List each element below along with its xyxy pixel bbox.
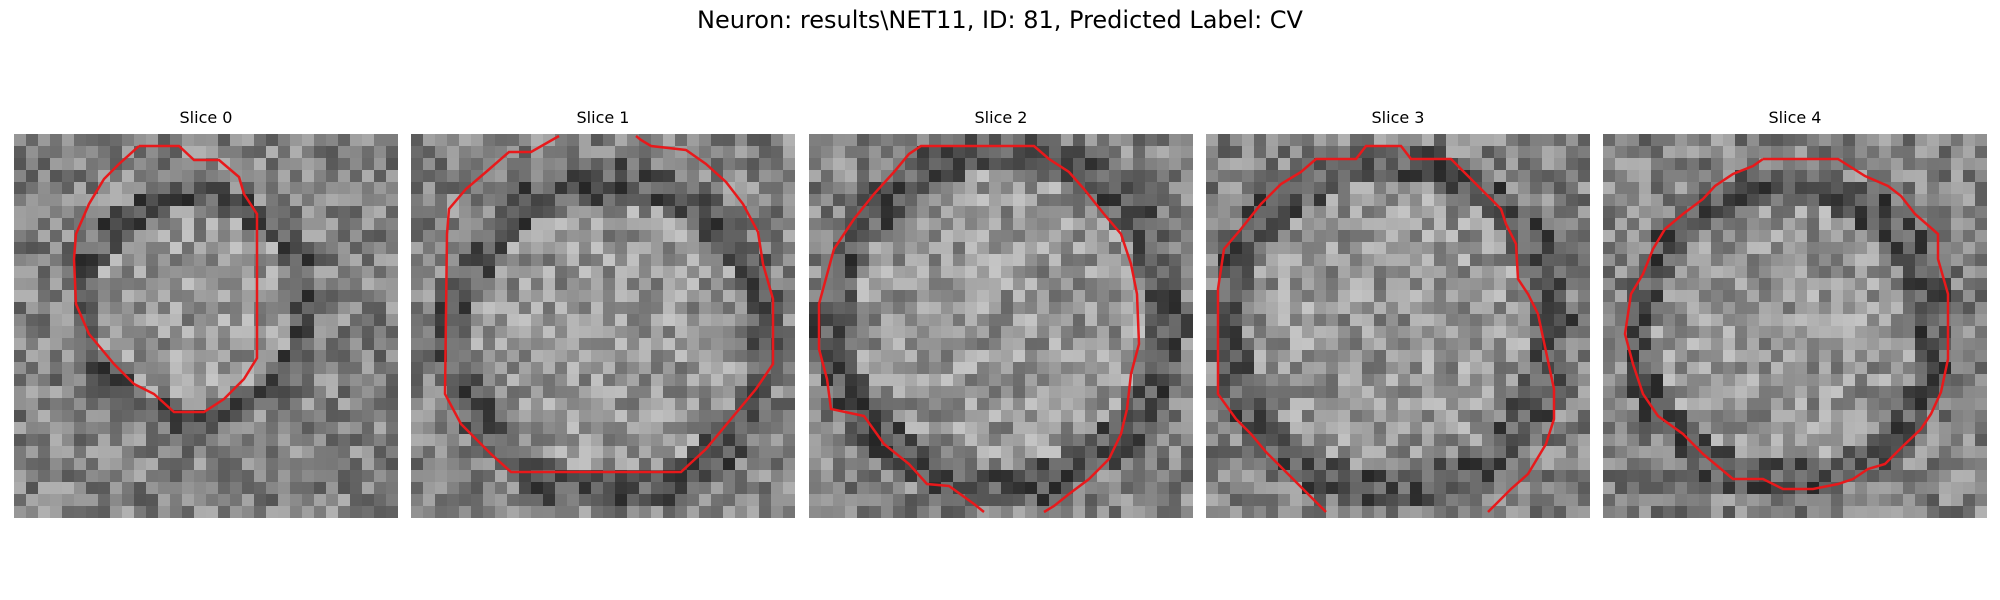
slice-image: [411, 134, 795, 518]
slice-image: [1206, 134, 1590, 518]
slice-title: Slice 3: [1371, 108, 1425, 127]
grayscale-pixels: [809, 134, 1193, 518]
neuron-outline: [1623, 157, 1950, 491]
neuron-outline: [72, 144, 259, 414]
grayscale-pixels: [1603, 134, 1987, 518]
figure-title: Neuron: results\NET11, ID: 81, Predicted…: [697, 6, 1303, 34]
slice-image: [14, 134, 398, 518]
slice-image: [1603, 134, 1987, 518]
grayscale-pixels: [411, 134, 795, 518]
grayscale-pixels: [14, 134, 398, 518]
neuron-outline: [443, 134, 775, 474]
grayscale-pixels: [1206, 134, 1590, 518]
slice-title: Slice 2: [974, 108, 1028, 127]
slice-title: Slice 1: [576, 108, 630, 127]
slice-title: Slice 4: [1768, 108, 1822, 127]
slice-image: [809, 134, 1193, 518]
slice-title: Slice 0: [179, 108, 233, 127]
neuron-outline: [817, 144, 1141, 514]
neuron-outline: [1216, 144, 1556, 513]
